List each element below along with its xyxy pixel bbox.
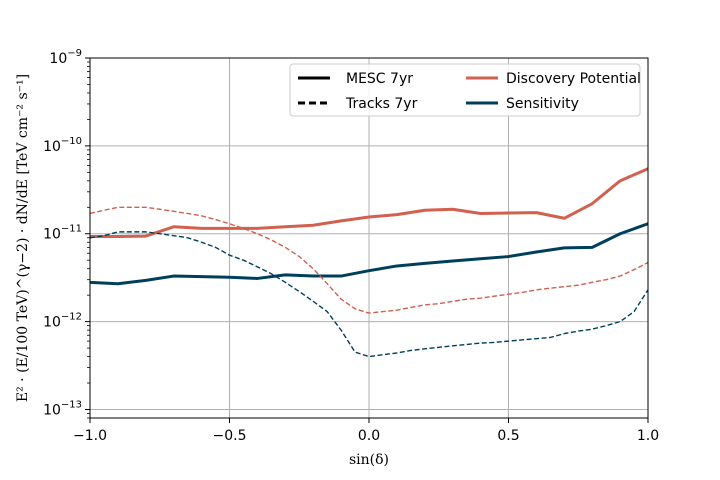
legend-label-discovery-potential: Discovery Potential: [506, 71, 641, 87]
x-tick-label: −1.0: [73, 428, 107, 444]
legend-label-mesc: MESC 7yr: [346, 71, 413, 87]
x-tick-label: 0.5: [497, 428, 519, 444]
legend-label-sensitivity: Sensitivity: [506, 96, 579, 112]
series-line-1: [89, 222, 649, 286]
y-tick-label: 10−9: [49, 48, 82, 67]
legend-box: [289, 63, 641, 117]
y-tick-label: 10−13: [43, 399, 82, 418]
series-line-2: [89, 206, 649, 314]
x-axis-label: sin(δ): [349, 452, 389, 468]
x-tick-label: 1.0: [637, 428, 659, 444]
legend: MESC 7yr Discovery Potential Tracks 7yr …: [289, 63, 641, 117]
series-line-3: [89, 231, 649, 358]
y-tick-label: 10−12: [43, 312, 82, 331]
y-tick-label: 10−10: [43, 136, 82, 155]
legend-label-tracks: Tracks 7yr: [345, 96, 418, 112]
y-tick-label: 10−11: [43, 224, 82, 243]
series-line-0: [90, 167, 649, 239]
y-axis-label: E² · (E/100 TeV)^(γ−2) · dN/dE [TeV cm⁻²…: [15, 74, 31, 402]
x-tick-label: −0.5: [213, 428, 247, 444]
x-tick-label: 0.0: [358, 428, 380, 444]
x-axis-ticks: −1.0 −0.5 0.0 0.5 1.0: [73, 418, 659, 444]
series-group: [89, 167, 649, 358]
y-axis-ticks: 10−13 10−12 10−11 10−10 10−9: [43, 48, 90, 418]
